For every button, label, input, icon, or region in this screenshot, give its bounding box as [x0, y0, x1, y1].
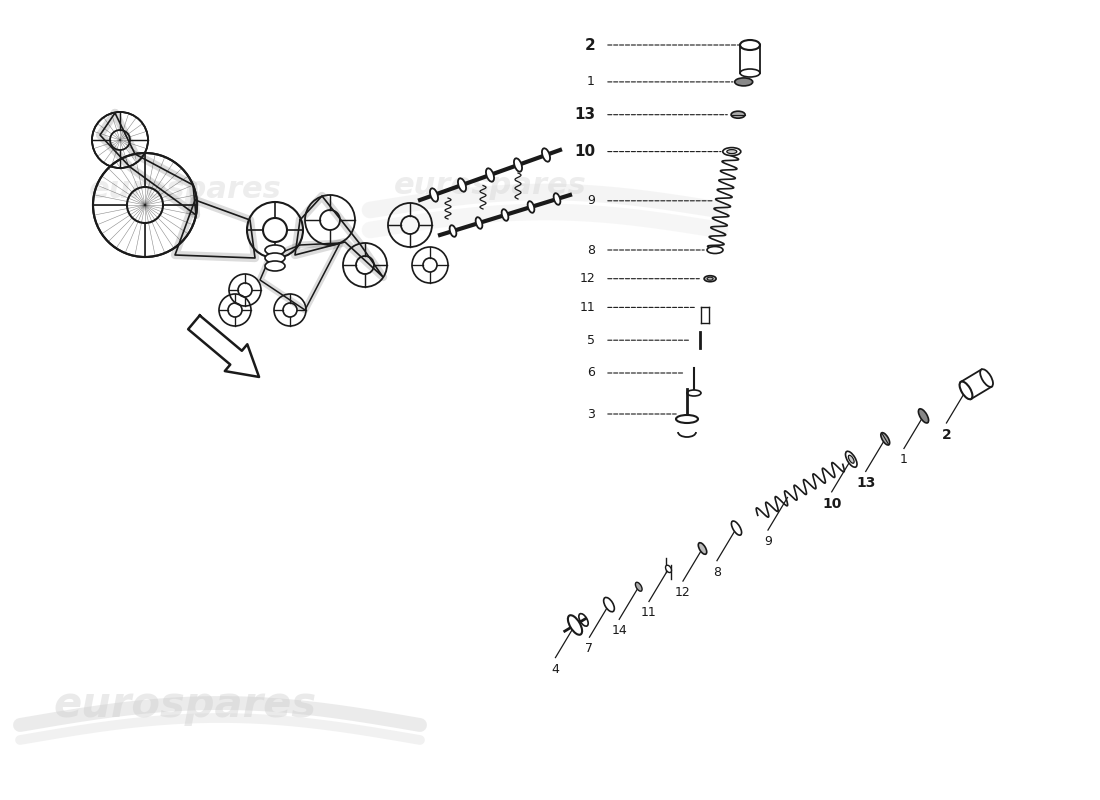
Ellipse shape	[265, 261, 285, 271]
Text: 1: 1	[587, 75, 595, 88]
Ellipse shape	[604, 598, 615, 612]
Ellipse shape	[475, 217, 483, 229]
Ellipse shape	[846, 451, 857, 467]
Text: 10: 10	[574, 144, 595, 159]
Ellipse shape	[740, 40, 760, 50]
Text: 2: 2	[584, 38, 595, 53]
Ellipse shape	[486, 168, 494, 182]
Ellipse shape	[732, 521, 741, 535]
Ellipse shape	[881, 433, 890, 445]
Ellipse shape	[666, 566, 671, 573]
Ellipse shape	[542, 148, 550, 162]
Text: 3: 3	[587, 407, 595, 421]
Ellipse shape	[636, 582, 642, 591]
Text: 9: 9	[764, 535, 772, 548]
Text: 13: 13	[574, 107, 595, 122]
Text: 6: 6	[587, 366, 595, 379]
Ellipse shape	[265, 245, 285, 255]
Text: 13: 13	[856, 477, 876, 490]
Text: 10: 10	[822, 497, 842, 511]
Ellipse shape	[959, 382, 972, 399]
Text: 14: 14	[612, 624, 627, 638]
Ellipse shape	[723, 147, 740, 155]
Ellipse shape	[848, 455, 854, 463]
Ellipse shape	[430, 188, 438, 202]
Ellipse shape	[732, 111, 745, 118]
Ellipse shape	[514, 158, 522, 172]
Ellipse shape	[265, 253, 285, 263]
Ellipse shape	[698, 542, 706, 554]
Ellipse shape	[502, 209, 508, 221]
Text: 11: 11	[580, 301, 595, 314]
Ellipse shape	[918, 409, 928, 423]
Text: 9: 9	[587, 194, 595, 207]
Text: eurospares: eurospares	[54, 684, 317, 726]
Text: 11: 11	[641, 606, 657, 619]
Polygon shape	[188, 315, 258, 377]
Text: 8: 8	[587, 243, 595, 257]
Ellipse shape	[735, 78, 752, 86]
Text: eurospares: eurospares	[89, 175, 282, 205]
Ellipse shape	[727, 150, 737, 154]
Text: 1: 1	[900, 454, 908, 466]
Ellipse shape	[553, 193, 560, 205]
Ellipse shape	[450, 225, 456, 237]
Text: 5: 5	[587, 334, 595, 346]
Text: 2: 2	[942, 428, 952, 442]
Ellipse shape	[528, 201, 535, 213]
Ellipse shape	[458, 178, 466, 192]
Text: 8: 8	[713, 566, 721, 578]
Ellipse shape	[980, 369, 993, 387]
Ellipse shape	[707, 246, 723, 254]
Ellipse shape	[676, 415, 698, 423]
Ellipse shape	[704, 276, 716, 282]
Text: 4: 4	[551, 662, 560, 675]
Text: 12: 12	[580, 272, 595, 286]
Text: 7: 7	[585, 642, 593, 655]
Text: 12: 12	[675, 586, 691, 599]
Text: eurospares: eurospares	[394, 170, 586, 199]
Ellipse shape	[688, 390, 701, 396]
Ellipse shape	[568, 615, 582, 634]
